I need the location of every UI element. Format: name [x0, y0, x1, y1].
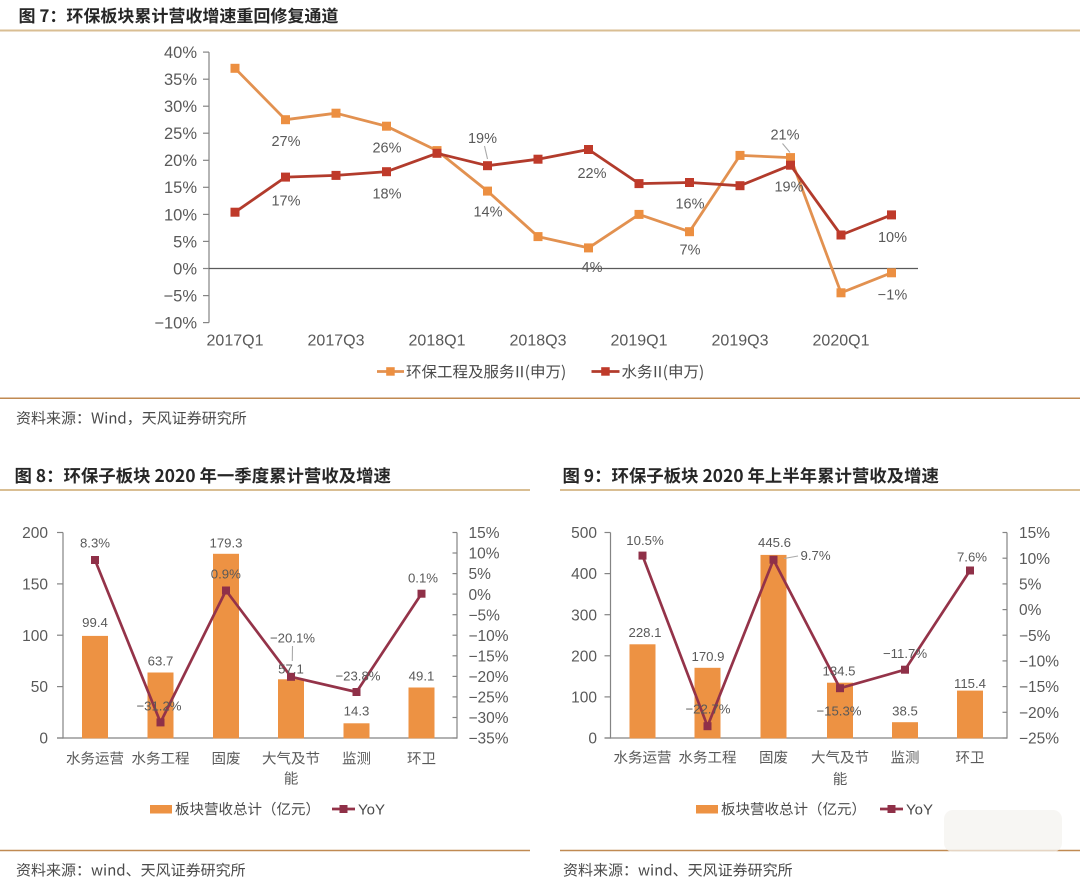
- svg-text:2020Q1: 2020Q1: [813, 333, 870, 350]
- svg-text:40%: 40%: [164, 44, 197, 62]
- svg-text:−20%: −20%: [469, 669, 509, 686]
- svg-text:2018Q3: 2018Q3: [510, 333, 567, 350]
- svg-text:YoY: YoY: [906, 801, 933, 818]
- svg-text:0.1%: 0.1%: [408, 571, 438, 586]
- svg-text:−5%: −5%: [469, 607, 501, 624]
- svg-text:10%: 10%: [1019, 551, 1050, 568]
- svg-text:17%: 17%: [271, 194, 300, 210]
- svg-text:63.7: 63.7: [148, 654, 174, 669]
- svg-text:−22.7%: −22.7%: [685, 702, 730, 717]
- svg-text:2019Q3: 2019Q3: [712, 333, 769, 350]
- svg-text:22%: 22%: [577, 166, 606, 182]
- svg-text:150: 150: [22, 577, 48, 594]
- svg-text:170.9: 170.9: [691, 649, 724, 664]
- svg-text:19%: 19%: [468, 131, 497, 147]
- svg-text:10%: 10%: [164, 206, 197, 224]
- svg-text:21%: 21%: [770, 128, 799, 144]
- svg-text:−15%: −15%: [1019, 679, 1059, 696]
- svg-text:100: 100: [22, 628, 48, 645]
- svg-text:50: 50: [31, 679, 49, 696]
- svg-text:14.3: 14.3: [344, 704, 370, 719]
- svg-text:0%: 0%: [173, 260, 197, 278]
- svg-text:9.7%: 9.7%: [801, 548, 831, 563]
- svg-text:7.6%: 7.6%: [957, 550, 987, 565]
- svg-text:−20%: −20%: [1019, 705, 1059, 722]
- svg-text:−5%: −5%: [164, 287, 198, 305]
- svg-text:2017Q1: 2017Q1: [207, 333, 264, 350]
- svg-text:35%: 35%: [164, 71, 197, 89]
- svg-text:25%: 25%: [164, 125, 197, 143]
- svg-text:4%: 4%: [582, 260, 603, 276]
- svg-text:2019Q1: 2019Q1: [611, 333, 668, 350]
- svg-text:100: 100: [571, 690, 597, 707]
- svg-text:7%: 7%: [680, 243, 701, 259]
- svg-text:179.3: 179.3: [209, 536, 242, 551]
- svg-text:−10%: −10%: [154, 315, 197, 333]
- svg-text:30%: 30%: [164, 98, 197, 116]
- svg-text:2017Q3: 2017Q3: [308, 333, 365, 350]
- svg-text:−30%: −30%: [469, 710, 509, 727]
- svg-text:38.5: 38.5: [892, 704, 918, 719]
- svg-text:2018Q1: 2018Q1: [409, 333, 466, 350]
- svg-text:15%: 15%: [469, 525, 500, 542]
- svg-text:15%: 15%: [164, 179, 197, 197]
- svg-text:0.9%: 0.9%: [211, 567, 241, 582]
- svg-text:200: 200: [22, 525, 48, 542]
- svg-text:−11.7%: −11.7%: [883, 646, 927, 661]
- svg-text:−5%: −5%: [1019, 628, 1051, 645]
- svg-text:−10%: −10%: [1019, 654, 1059, 671]
- svg-text:15%: 15%: [1019, 525, 1050, 542]
- svg-text:500: 500: [571, 525, 597, 542]
- svg-text:10.5%: 10.5%: [626, 533, 664, 548]
- svg-text:−1%: −1%: [878, 288, 908, 304]
- svg-text:−15.3%: −15.3%: [816, 704, 861, 719]
- svg-text:134.5: 134.5: [822, 664, 855, 679]
- svg-text:−23.8%: −23.8%: [335, 669, 380, 684]
- svg-text:0%: 0%: [469, 587, 492, 604]
- svg-text:20%: 20%: [164, 152, 197, 170]
- svg-text:115.4: 115.4: [954, 676, 986, 691]
- svg-text:−20.1%: −20.1%: [270, 631, 315, 646]
- svg-text:200: 200: [571, 648, 597, 665]
- svg-text:57.1: 57.1: [278, 662, 304, 677]
- svg-text:18%: 18%: [372, 187, 401, 203]
- svg-text:10%: 10%: [878, 230, 907, 246]
- svg-text:27%: 27%: [271, 134, 300, 150]
- svg-text:10%: 10%: [469, 546, 500, 563]
- svg-text:19%: 19%: [774, 180, 803, 196]
- svg-text:300: 300: [571, 607, 597, 624]
- svg-text:0%: 0%: [1019, 602, 1042, 619]
- svg-text:26%: 26%: [372, 141, 401, 157]
- svg-text:−10%: −10%: [469, 628, 509, 645]
- svg-text:14%: 14%: [473, 205, 502, 221]
- svg-text:8.3%: 8.3%: [80, 536, 110, 551]
- svg-text:YoY: YoY: [358, 801, 385, 818]
- svg-text:445.6: 445.6: [758, 535, 791, 550]
- svg-text:5%: 5%: [173, 233, 197, 251]
- svg-text:5%: 5%: [1019, 577, 1042, 594]
- svg-text:400: 400: [571, 566, 597, 583]
- svg-text:−25%: −25%: [1019, 731, 1059, 748]
- svg-text:0: 0: [588, 731, 597, 748]
- svg-text:16%: 16%: [675, 197, 704, 213]
- svg-text:99.4: 99.4: [82, 615, 108, 630]
- svg-text:−35%: −35%: [469, 731, 509, 748]
- svg-text:0: 0: [39, 731, 48, 748]
- svg-text:228.1: 228.1: [628, 625, 661, 640]
- svg-text:−31.2%: −31.2%: [136, 699, 181, 714]
- svg-text:−15%: −15%: [469, 648, 509, 665]
- svg-text:5%: 5%: [469, 566, 492, 583]
- svg-text:49.1: 49.1: [409, 669, 435, 684]
- svg-text:−25%: −25%: [469, 690, 509, 707]
